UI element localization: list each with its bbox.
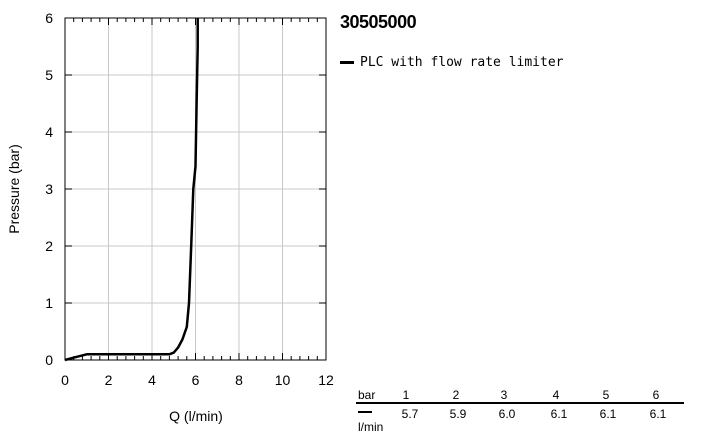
x-tick-label: 6 (192, 372, 200, 388)
y-tick-label: 5 (45, 67, 53, 83)
row-line-swatch (358, 411, 372, 413)
x-tick-label: 10 (275, 372, 291, 388)
legend-label: PLC with flow rate limiter (360, 55, 564, 70)
x-tick-label: 2 (105, 372, 113, 388)
x-tick-label: 0 (61, 372, 69, 388)
pressure-cell: 1 (402, 388, 410, 402)
pressure-cell: 2 (452, 388, 460, 402)
x-tick-labels: 0 2 4 6 8 10 12 (61, 372, 334, 388)
series-line (64, 18, 199, 362)
x-axis-title: Q (l/min) (169, 408, 223, 424)
flow-table-header: bar 1 2 3 4 5 6 (356, 388, 684, 404)
chart-grid (65, 18, 326, 360)
y-tick-label: 0 (45, 352, 53, 368)
series-layer (64, 18, 199, 362)
flow-cell: 6.1 (649, 407, 667, 421)
flow-cell: 6.1 (599, 407, 617, 421)
y-tick-label: 3 (45, 181, 53, 197)
legend-line-swatch (340, 61, 354, 64)
y-axis-title: Pressure (bar) (6, 144, 22, 233)
pressure-cell: 5 (602, 388, 610, 402)
flow-table: bar 1 2 3 4 5 6 l/min 5.7 5.9 6.0 6.1 6.… (356, 388, 684, 434)
x-tick-label: 8 (235, 372, 243, 388)
x-tick-label: 4 (148, 372, 156, 388)
flow-cell: 5.7 (401, 407, 419, 421)
flow-table-row: l/min 5.7 5.9 6.0 6.1 6.1 6.1 (356, 404, 684, 434)
y-tick-label: 6 (45, 10, 53, 26)
y-tick-label: 1 (45, 295, 53, 311)
flow-unit: l/min (358, 420, 384, 434)
y-tick-labels: 0 1 2 3 4 5 6 (45, 10, 53, 368)
y-tick-label: 2 (45, 238, 53, 254)
pressure-cell: 3 (500, 388, 508, 402)
pressure-cell: 6 (652, 388, 660, 402)
flow-cell: 6.0 (498, 407, 516, 421)
legend: PLC with flow rate limiter (340, 55, 564, 70)
chart-title: 30505000 (340, 12, 417, 32)
plot-frame (64, 17, 327, 361)
pressure-cell: 4 (552, 388, 560, 402)
y-tick-label: 4 (45, 124, 53, 140)
flow-cell: 6.1 (550, 407, 568, 421)
x-tick-label: 12 (318, 372, 334, 388)
pressure-unit: bar (358, 388, 376, 402)
flow-cell: 5.9 (449, 407, 467, 421)
